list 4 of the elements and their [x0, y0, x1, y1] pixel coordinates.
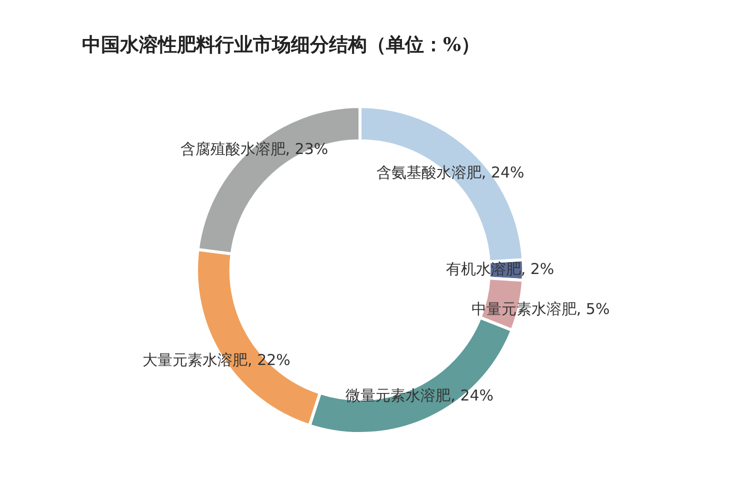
slice-label: 含氨基酸水溶肥, 24%: [376, 164, 524, 182]
chart-title: 中国水溶性肥料行业市场细分结构（单位：%）: [82, 33, 480, 58]
slice-label: 含腐殖酸水溶肥, 23%: [180, 140, 328, 158]
slice-label: 中量元素水溶肥, 5%: [471, 300, 610, 318]
